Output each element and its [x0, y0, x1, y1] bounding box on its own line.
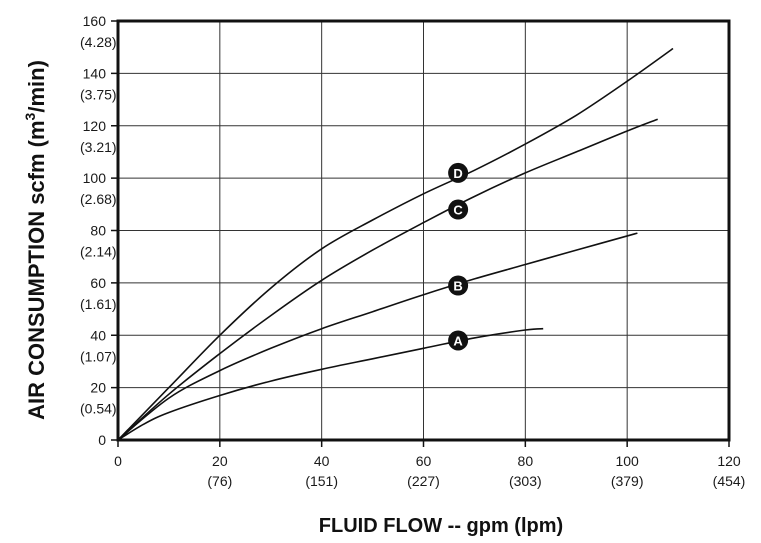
y-tick-label-20: 20 [90, 380, 106, 396]
series-line-c [117, 118, 658, 441]
series-line-a [117, 327, 544, 441]
y-tick-sublabel-80: (2.14) [80, 244, 117, 260]
y-tick-sublabel-40: (1.07) [80, 348, 117, 364]
y-tick-label-80: 80 [90, 223, 106, 239]
x-tick-sublabel-100: (379) [611, 473, 644, 489]
y-tick-sublabel-160: (4.28) [80, 34, 117, 50]
y-tick-label-140: 140 [83, 65, 107, 81]
series-marker-label-a: A [453, 333, 463, 348]
y-tick-label-120: 120 [83, 118, 107, 134]
series-marker-label-d: D [453, 166, 462, 181]
x-tick-label-60: 60 [416, 453, 432, 469]
y-axis-title-main: AIR CONSUMPTION scfm (m [24, 120, 49, 419]
y-tick-label-0: 0 [98, 432, 106, 448]
series-marker-b [448, 275, 469, 296]
y-tick-sublabel-140: (3.75) [80, 86, 117, 102]
y-axis-title-superscript: 3 [22, 112, 38, 120]
y-tick-sublabel-60: (1.61) [80, 296, 117, 312]
y-tick-label-40: 40 [90, 327, 106, 343]
x-tick-label-120: 120 [717, 453, 741, 469]
x-tick-sublabel-20: (76) [207, 473, 232, 489]
series-marker-c [448, 199, 469, 220]
marker-layer: A B C D [448, 162, 469, 351]
series-line-b [117, 232, 638, 441]
series-line-d [117, 47, 674, 441]
x-tick-sublabel-80: (303) [509, 473, 542, 489]
grid-layer [118, 21, 729, 440]
y-tick-label-60: 60 [90, 275, 106, 291]
x-tick-sublabel-40: (151) [305, 473, 338, 489]
series-layer [117, 47, 674, 441]
x-tick-label-80: 80 [518, 453, 534, 469]
series-marker-label-b: B [453, 278, 462, 293]
y-tick-sublabel-120: (3.21) [80, 139, 117, 155]
y-tick-sublabel-100: (2.68) [80, 191, 117, 207]
y-axis-title: AIR CONSUMPTION scfm (m3/min) [22, 60, 49, 420]
series-marker-a [448, 330, 469, 351]
x-axis-title: FLUID FLOW -- gpm (lpm) [319, 515, 563, 537]
y-axis-title-tail: /min) [24, 60, 49, 113]
x-tick-label-100: 100 [615, 453, 639, 469]
x-tick-label-20: 20 [212, 453, 228, 469]
y-tick-sublabel-20: (0.54) [80, 401, 117, 417]
x-tick-sublabel-120: (454) [713, 473, 746, 489]
series-marker-label-c: C [453, 203, 463, 218]
x-tick-label-40: 40 [314, 453, 330, 469]
series-marker-d [448, 162, 469, 183]
y-tick-label-100: 100 [83, 170, 107, 186]
x-tick-label-0: 0 [114, 453, 122, 469]
y-tick-label-160: 160 [83, 13, 107, 29]
x-tick-sublabel-60: (227) [407, 473, 440, 489]
tick-layer: 0 20 (76) 40 (151) 60 (227) 80 (303) 100 (379) 120 (… [80, 13, 745, 489]
